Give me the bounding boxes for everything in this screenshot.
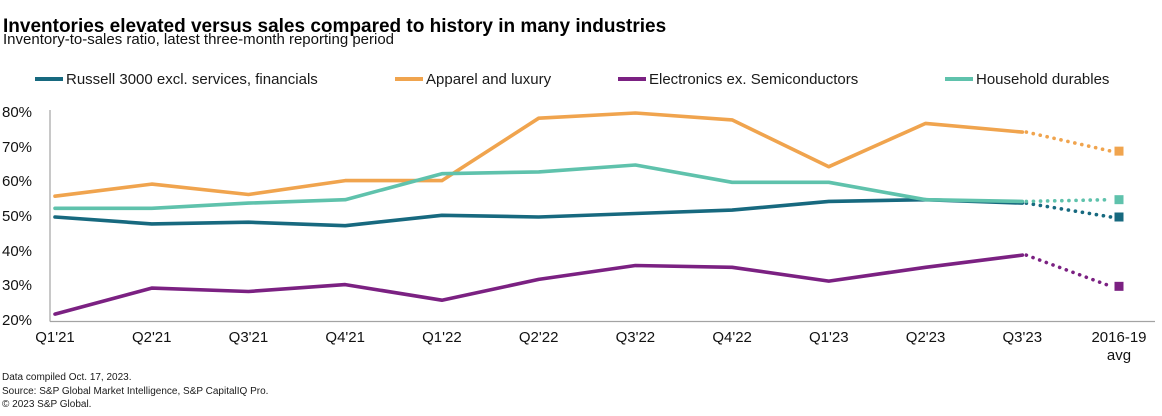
legend-swatch-icon bbox=[945, 77, 973, 81]
x-tick-label: Q3'21 bbox=[228, 329, 269, 346]
series-avg-marker-russell-3000-excl-services-financials bbox=[1114, 212, 1124, 222]
y-tick-label: 60% bbox=[2, 173, 33, 191]
legend-label: Russell 3000 excl. services, financials bbox=[66, 70, 318, 88]
x-tick-label: Q4'22 bbox=[712, 329, 752, 346]
legend-swatch-icon bbox=[395, 77, 423, 81]
legend-item-apparel-and-luxury: Apparel and luxury bbox=[395, 70, 551, 88]
x-tick-label: Q2'21 bbox=[131, 329, 172, 346]
legend-item-household-durables: Household durables bbox=[945, 70, 1109, 88]
x-tick-label: Q1'21 bbox=[35, 329, 75, 346]
legend-label: Household durables bbox=[976, 70, 1110, 88]
y-tick-label: 70% bbox=[2, 138, 33, 156]
x-tick-label: Q2'23 bbox=[905, 329, 946, 346]
series-line-electronics-ex-semiconductors bbox=[53, 253, 1025, 316]
legend-label: Apparel and luxury bbox=[426, 70, 552, 88]
y-tick-label: 40% bbox=[2, 242, 33, 260]
y-tick-label: 30% bbox=[2, 277, 33, 295]
y-tick-label: 50% bbox=[2, 207, 33, 225]
legend-item-electronics-ex-semiconductors: Electronics ex. Semiconductors bbox=[618, 70, 858, 88]
footer-compiled-date: Data compiled Oct. 17, 2023. bbox=[2, 372, 132, 383]
x-tick-label: Q2'22 bbox=[518, 329, 559, 346]
chart-subtitle: Inventory-to-sales ratio, latest three-m… bbox=[3, 31, 395, 48]
series-avg-marker-apparel-and-luxury bbox=[1114, 146, 1124, 156]
x-tick-label: Q1'22 bbox=[422, 329, 462, 346]
series-dotted-projection-russell-3000-excl-services-financials bbox=[1024, 201, 1113, 219]
legend-item-russell-3000-excl-services-financials: Russell 3000 excl. services, financials bbox=[35, 70, 318, 88]
legend-label: Electronics ex. Semiconductors bbox=[649, 70, 859, 88]
legend-swatch-icon bbox=[35, 77, 63, 81]
series-dotted-projection-electronics-ex-semiconductors bbox=[1024, 253, 1113, 289]
series-line-household-durables bbox=[53, 163, 1025, 211]
footer-source: Source: S&P Global Market Intelligence, … bbox=[2, 385, 269, 397]
series-line-apparel-and-luxury bbox=[53, 111, 1025, 198]
y-tick-label: 20% bbox=[2, 312, 33, 329]
x-tick-label-2016-19-avg: 2016-19 avg bbox=[1091, 329, 1147, 364]
footer: Data compiled Oct. 17, 2023. Source: S&P… bbox=[2, 371, 268, 412]
series-avg-marker-household-durables bbox=[1114, 195, 1124, 205]
x-tick-label: Q1'23 bbox=[809, 329, 849, 346]
series-dotted-projection-apparel-and-luxury bbox=[1024, 130, 1113, 153]
chart-title: Inventories elevated versus sales compar… bbox=[3, 15, 667, 37]
series-dotted-projection-household-durables bbox=[1024, 197, 1113, 204]
x-tick-label: Q3'23 bbox=[1002, 329, 1043, 346]
footer-copyright: © 2023 S&P Global. bbox=[2, 399, 92, 410]
series-avg-marker-electronics-ex-semiconductors bbox=[1114, 281, 1124, 291]
y-tick-label: 80% bbox=[2, 103, 33, 121]
x-tick-label: Q3'22 bbox=[615, 329, 656, 346]
legend-swatch-icon bbox=[618, 77, 646, 81]
series-line-russell-3000-excl-services-financials bbox=[53, 197, 1025, 228]
x-tick-label: Q4'21 bbox=[325, 329, 365, 346]
